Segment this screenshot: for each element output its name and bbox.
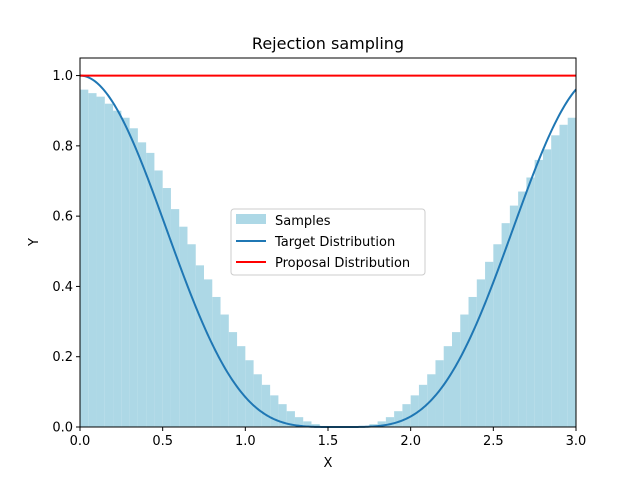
legend-target-label: Target Distribution [274,235,395,250]
y-axis-label: Y [27,238,42,247]
histogram-bar [526,177,535,427]
histogram-bar [96,96,105,427]
x-axis-label: X [324,456,333,471]
histogram-bar [286,411,295,427]
histogram-bar [435,360,444,427]
y-tick-label: 0.6 [52,210,73,225]
histogram-bar [294,417,304,427]
histogram-bar [493,244,502,427]
histogram-bar [212,296,221,427]
histogram-bar [418,384,428,427]
histogram-bar [220,314,229,427]
y-axis: 0.0 0.2 0.4 0.6 0.8 1.0 [52,69,80,436]
histogram-bar [146,152,155,427]
y-tick-label: 0.2 [52,350,73,365]
histogram-bar [261,384,271,427]
histogram-bar [129,128,138,428]
legend-samples-swatch [236,214,266,224]
histogram-bar [394,411,403,427]
y-tick-label: 0.8 [52,139,73,154]
histogram-bar [204,279,213,427]
histogram-bar [162,188,171,427]
histogram-bar [501,223,510,427]
x-tick-label: 1.5 [318,434,339,449]
histogram-bar [179,226,188,427]
histogram-bar [270,395,279,427]
histogram-bar [245,360,254,427]
y-tick-label: 0.0 [52,421,73,436]
histogram-bar [551,135,560,427]
histogram-bar [237,346,246,427]
histogram-bar [104,103,114,427]
histogram-bar [476,279,486,427]
histogram-bar [195,265,204,427]
histogram-bar [170,209,180,427]
histogram-bar [443,346,452,427]
x-tick-label: 1.0 [235,434,256,449]
histogram-bar [567,117,576,428]
histogram-bar [468,296,477,427]
y-tick-label: 1.0 [52,69,73,84]
histogram-bar [402,404,411,427]
histogram-bar [385,417,395,427]
x-tick-label: 2.5 [483,434,504,449]
histogram-bar [80,89,89,427]
y-tick-label: 0.4 [52,280,73,295]
histogram-bar [485,261,494,427]
x-tick-label: 3.0 [566,434,587,449]
histogram-bar [377,421,386,427]
histogram-bar [452,332,461,427]
histogram-bar [559,124,568,428]
histogram-bar [121,117,130,428]
histogram-bar [460,314,469,427]
x-tick-label: 0.0 [70,434,91,449]
x-tick-label: 2.0 [400,434,421,449]
histogram-bar [154,170,163,427]
legend: Samples Target Distribution Proposal Dis… [230,208,426,276]
histogram-bar [303,421,312,427]
histogram-bar [509,205,519,427]
histogram-bar [113,110,122,428]
histogram-bar [88,93,97,427]
chart-title: Rejection sampling [252,34,404,53]
legend-proposal-label: Proposal Distribution [275,256,410,271]
legend-box [230,208,426,276]
histogram-bar [137,142,147,427]
x-axis: 0.0 0.5 1.0 1.5 2.0 2.5 3.0 [70,427,587,449]
histogram-bar [534,159,543,427]
histogram-bar [518,191,527,427]
histogram-bar [311,424,320,427]
x-tick-label: 0.5 [152,434,173,449]
histogram-bar [542,149,552,427]
histogram-bar [253,374,262,427]
histogram-bar [278,404,287,427]
histogram-bar [187,244,196,427]
histogram-bar [410,395,419,427]
legend-samples-label: Samples [275,214,331,229]
